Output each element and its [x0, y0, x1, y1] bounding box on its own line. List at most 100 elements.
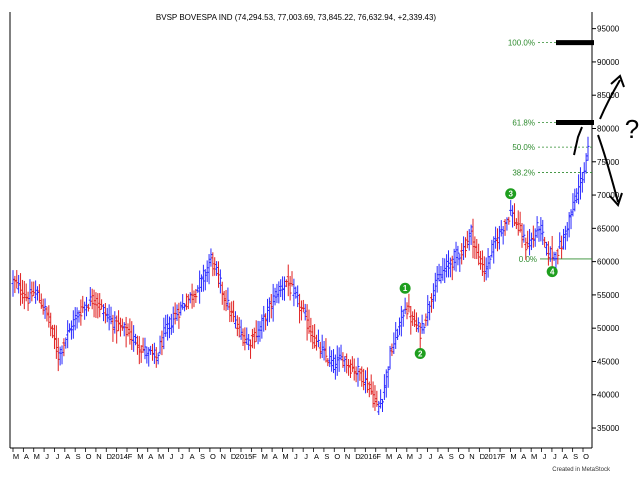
price-bar	[216, 261, 220, 288]
x-tick-label: A	[314, 452, 319, 461]
price-bar	[454, 241, 458, 272]
price-bar	[348, 359, 352, 378]
price-bar	[271, 283, 275, 322]
price-bar	[79, 299, 83, 326]
price-bar	[339, 344, 343, 361]
price-bar	[101, 304, 105, 322]
price-bar	[565, 222, 569, 242]
price-bar	[83, 301, 87, 320]
price-bar	[518, 211, 522, 233]
price-bar	[269, 294, 273, 319]
y-tick-label: 70000	[597, 191, 620, 200]
price-bar	[335, 345, 339, 376]
price-bar	[516, 210, 520, 236]
x-tick-label: 2016	[360, 452, 377, 461]
price-bar	[282, 276, 286, 301]
price-bar	[379, 389, 383, 409]
price-bar	[496, 228, 500, 252]
price-bar	[522, 224, 526, 243]
x-tick-label: O	[583, 452, 589, 461]
x-tick-label: A	[190, 452, 195, 461]
price-bar	[137, 336, 141, 365]
price-bar	[145, 346, 149, 364]
price-bar	[322, 340, 326, 361]
price-bar	[364, 370, 368, 394]
x-tick-label: J	[429, 452, 433, 461]
price-bar	[160, 330, 164, 356]
x-tick-label: J	[170, 452, 174, 461]
x-tick-label: D	[480, 452, 486, 461]
price-bar	[301, 299, 305, 313]
price-bar	[452, 248, 456, 271]
price-bar	[194, 289, 198, 303]
price-bar	[362, 368, 366, 391]
price-bar	[117, 310, 121, 332]
price-bar	[573, 188, 577, 212]
price-bar	[507, 216, 511, 225]
price-bar	[352, 358, 356, 381]
hand-drawn-annotations: ?	[573, 74, 639, 207]
y-tick-label: 35000	[597, 424, 620, 433]
price-bar	[520, 223, 524, 248]
price-bar	[445, 254, 449, 278]
price-bar	[122, 322, 126, 337]
x-tick-label: M	[510, 452, 516, 461]
price-bar	[69, 320, 73, 340]
price-bar	[430, 293, 434, 313]
svg-text:4: 4	[550, 268, 555, 277]
price-bar	[15, 270, 19, 289]
price-bar	[296, 285, 300, 308]
price-bar	[239, 319, 243, 340]
x-tick-label: O	[86, 452, 92, 461]
x-tick-label: F	[128, 452, 133, 461]
y-tick-label: 60000	[597, 258, 620, 267]
price-bar	[188, 292, 192, 304]
price-bar	[98, 293, 102, 318]
price-bar	[124, 316, 128, 348]
price-bar	[399, 305, 403, 337]
price-bar	[424, 313, 428, 327]
price-bar	[318, 341, 322, 359]
price-bar	[37, 284, 41, 303]
price-bar	[326, 358, 330, 367]
price-bar	[554, 251, 558, 270]
price-bar	[460, 243, 464, 265]
price-bar	[196, 285, 200, 293]
price-bar	[584, 153, 588, 174]
price-bar	[358, 368, 362, 381]
price-bar	[373, 385, 377, 411]
price-bar	[143, 337, 147, 360]
x-tick-label: A	[521, 452, 526, 461]
price-bar	[169, 313, 173, 335]
price-bar	[396, 328, 400, 341]
price-bar	[218, 269, 222, 294]
price-bar	[141, 337, 145, 353]
price-bar	[11, 270, 15, 297]
price-bar	[184, 293, 188, 310]
price-bar	[526, 230, 530, 249]
y-tick-label: 55000	[597, 291, 620, 300]
price-bar	[260, 314, 264, 339]
price-bar	[32, 281, 36, 296]
price-bar	[266, 298, 270, 326]
x-tick-label: M	[13, 452, 19, 461]
price-bar	[96, 293, 100, 319]
x-tick-label: J	[304, 452, 308, 461]
x-tick-label: D	[231, 452, 237, 461]
price-bar	[524, 237, 528, 260]
price-bar	[388, 345, 392, 370]
price-bar	[126, 323, 130, 337]
price-bar	[22, 280, 26, 310]
price-bar	[303, 303, 307, 321]
price-bar	[563, 225, 567, 250]
x-tick-label: J	[45, 452, 49, 461]
price-bar	[34, 280, 38, 304]
price-bar	[277, 281, 281, 304]
price-bar	[560, 235, 564, 259]
x-tick-label: S	[449, 452, 454, 461]
fib-level-label: 100.0%	[508, 39, 535, 48]
price-bar	[369, 374, 373, 395]
